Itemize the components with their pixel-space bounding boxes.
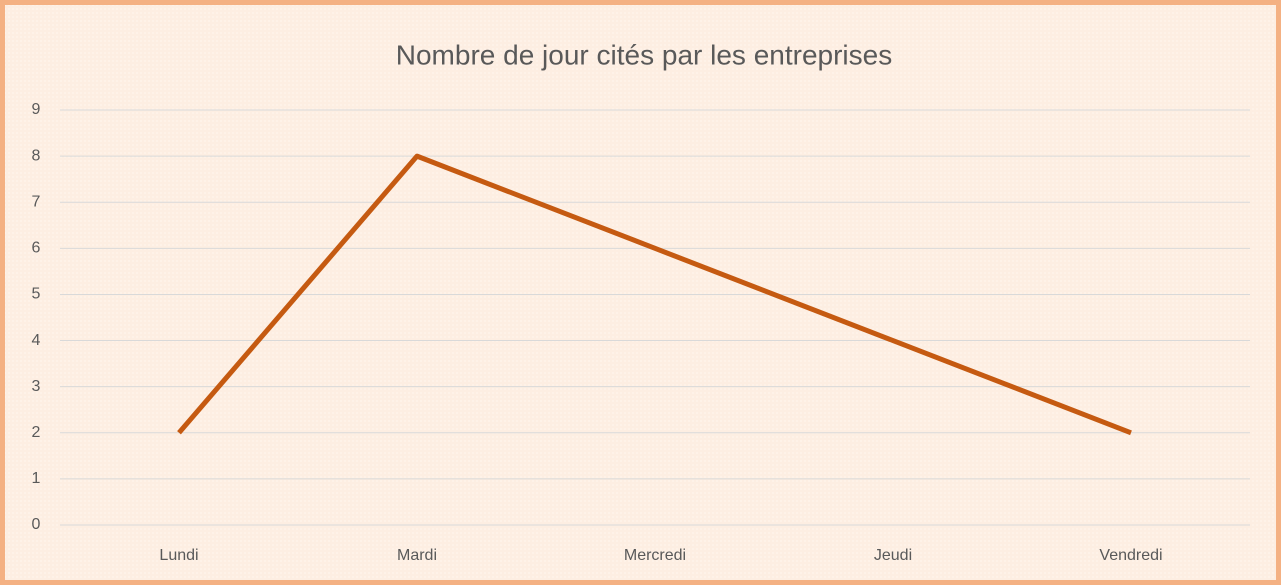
y-tick-label: 7: [32, 193, 41, 210]
line-series: [177, 153, 1132, 436]
x-tick-label: Lundi: [159, 547, 198, 564]
x-tick-label: Vendredi: [1099, 547, 1162, 564]
y-tick-label: 0: [32, 516, 41, 533]
y-tick-label: 2: [32, 424, 41, 441]
y-tick-label: 8: [32, 147, 41, 164]
x-tick-label: Mercredi: [624, 547, 686, 564]
y-tick-label: 4: [32, 332, 41, 349]
y-tick-label: 9: [32, 101, 41, 118]
y-tick-label: 1: [32, 470, 41, 487]
y-tick-label: 3: [32, 378, 41, 395]
chart-title: Nombre de jour cités par les entreprises: [396, 39, 892, 70]
x-tick-label: Mardi: [397, 547, 437, 564]
y-tick-label: 6: [32, 240, 41, 257]
y-tick-label: 5: [32, 286, 41, 303]
x-tick-label: Jeudi: [874, 547, 912, 564]
